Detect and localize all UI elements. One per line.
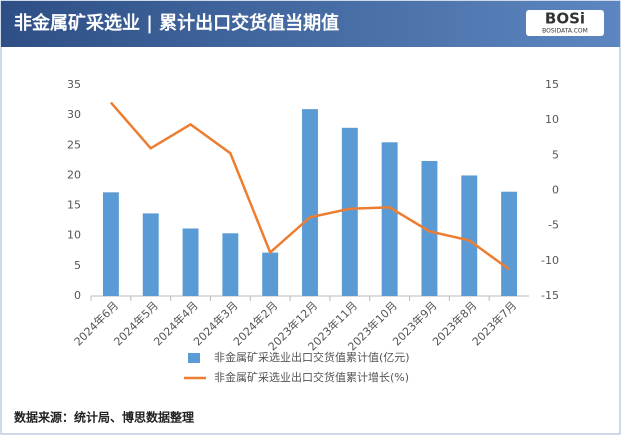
bar: [341, 127, 358, 296]
bar: [501, 191, 518, 296]
y-tick-label: 0: [74, 289, 81, 302]
bar: [182, 228, 199, 296]
bar: [262, 252, 279, 296]
y2-tick-label: 5: [552, 148, 559, 161]
y-tick-label: 35: [67, 78, 81, 91]
legend-label: 非金属矿采选业出口交货值累计增长(%): [214, 370, 409, 384]
legend-label: 非金属矿采选业出口交货值累计值(亿元): [214, 350, 410, 364]
y2-tick-label: -15: [541, 289, 559, 302]
bar: [381, 142, 398, 296]
y-tick-label: 30: [67, 108, 81, 121]
y-tick-label: 15: [67, 199, 81, 212]
bar: [102, 192, 119, 296]
bar: [461, 175, 478, 296]
footer-source: 数据来源：统计局、博思数据整理: [14, 410, 194, 425]
logo-sub: BOSIDATA.COM: [542, 28, 588, 35]
y2-tick-label: -10: [541, 254, 559, 267]
logo-box: [526, 10, 604, 36]
y-tick-label: 5: [74, 259, 81, 272]
y-tick-label: 10: [67, 229, 81, 242]
y-tick-label: 20: [67, 168, 81, 181]
header-band: [1, 1, 620, 47]
line: [109, 101, 510, 271]
y2-tick-label: 0: [552, 184, 559, 197]
y2-tick-label: 10: [545, 113, 559, 126]
bar: [421, 160, 438, 296]
legend-swatch: [188, 353, 200, 363]
y-tick-label: 25: [67, 138, 81, 151]
bar: [302, 109, 318, 296]
page-title: 非金属矿采选业 | 累计出口交货值当期值: [14, 12, 339, 34]
y2-tick-label: 15: [545, 78, 559, 91]
bar: [222, 233, 239, 296]
bar: [142, 213, 159, 296]
y2-tick-label: -5: [548, 219, 559, 232]
logo: BOSi: [545, 10, 585, 28]
